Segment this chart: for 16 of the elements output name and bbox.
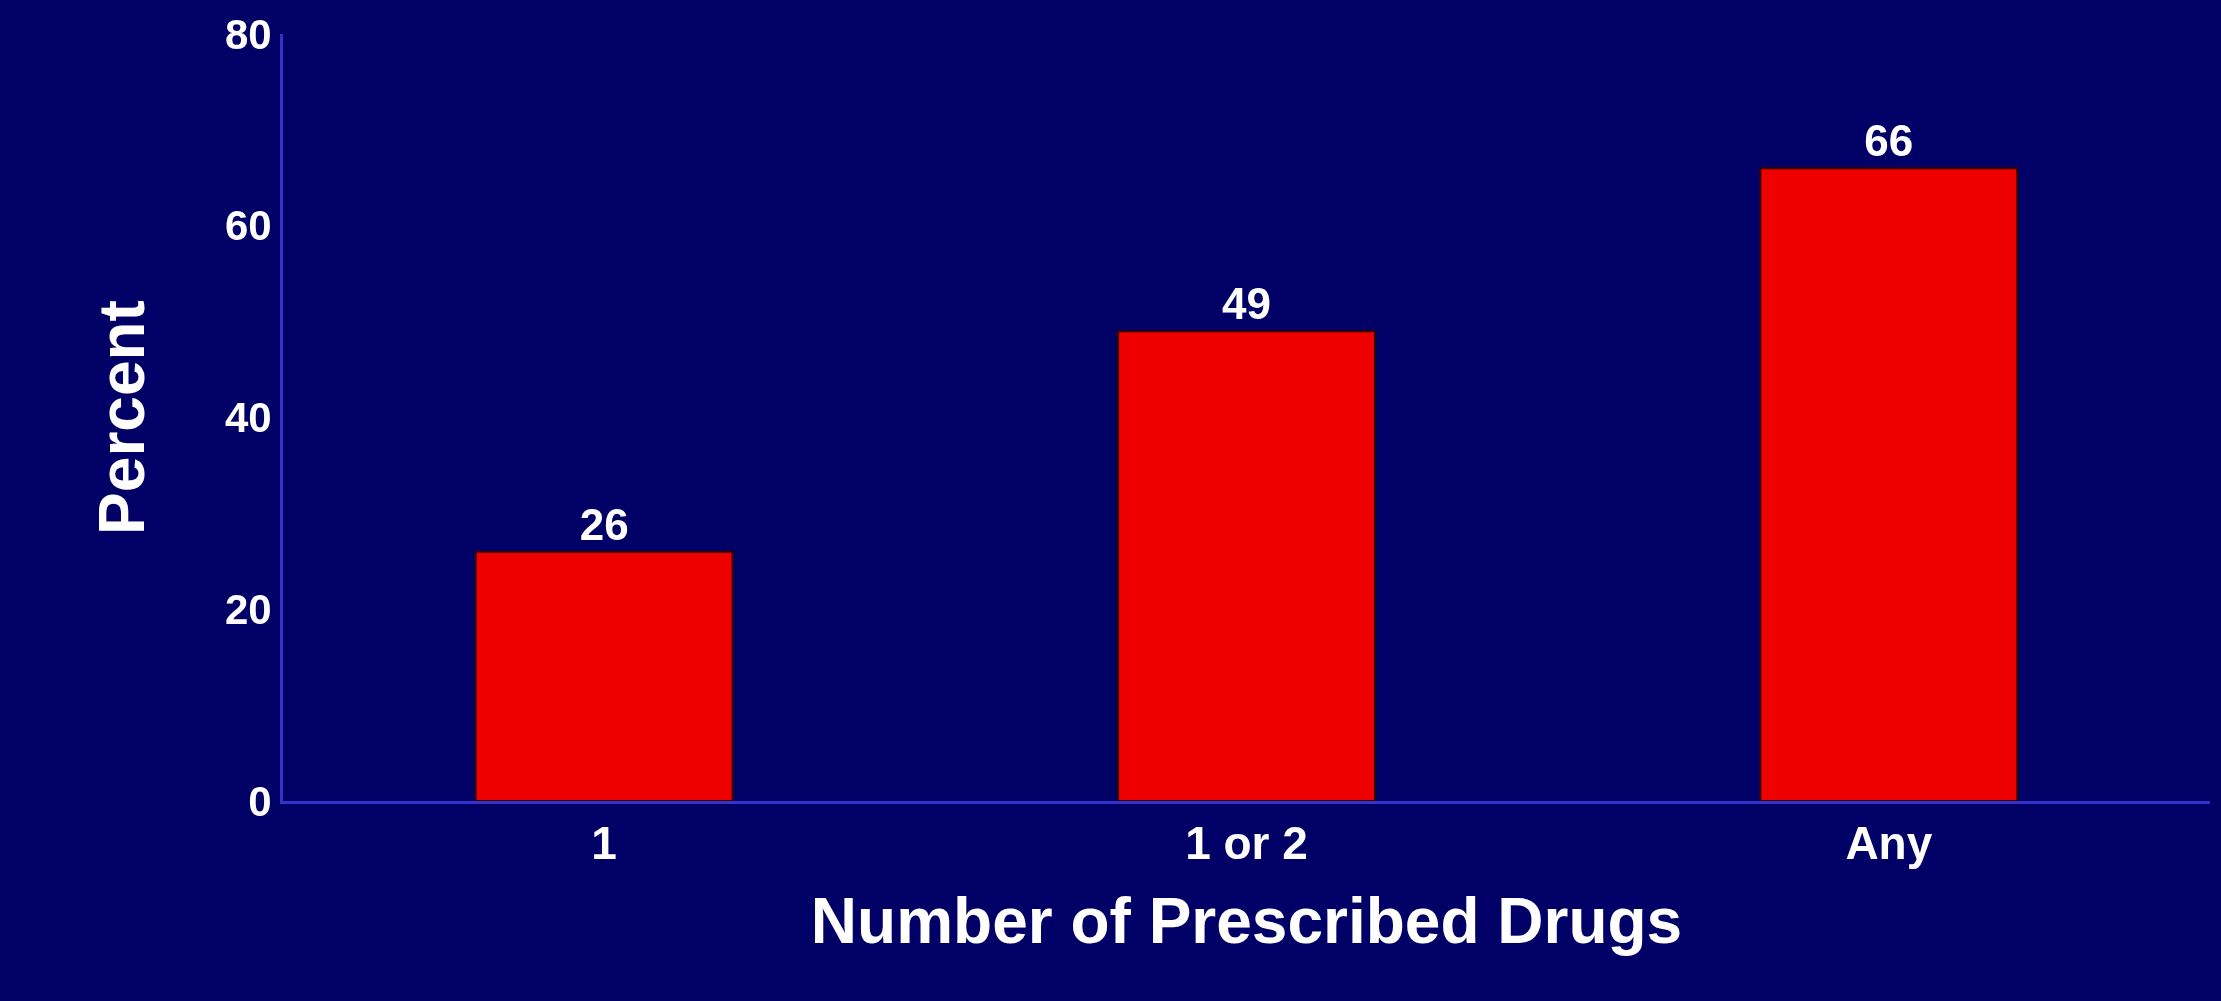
data-label: 49: [1222, 279, 1271, 329]
data-label: 26: [579, 499, 629, 549]
y-tick-label: 60: [224, 202, 272, 250]
x-tick-label: 1 or 2: [1185, 817, 1308, 870]
y-tick-label: 40: [224, 394, 272, 442]
bar: [1759, 167, 2019, 801]
bar: [474, 550, 734, 801]
bar: [1117, 330, 1376, 801]
x-tick-label: Any: [1845, 817, 1933, 870]
y-axis-title: Percent: [85, 300, 158, 535]
x-tick-label: 1: [591, 817, 617, 870]
y-tick-label: 20: [224, 585, 272, 633]
x-axis-title: Number of Prescribed Drugs: [810, 884, 1683, 957]
y-tick-label: 80: [224, 10, 272, 58]
y-tick-label: 0: [248, 777, 272, 825]
data-label: 66: [1864, 116, 1914, 166]
